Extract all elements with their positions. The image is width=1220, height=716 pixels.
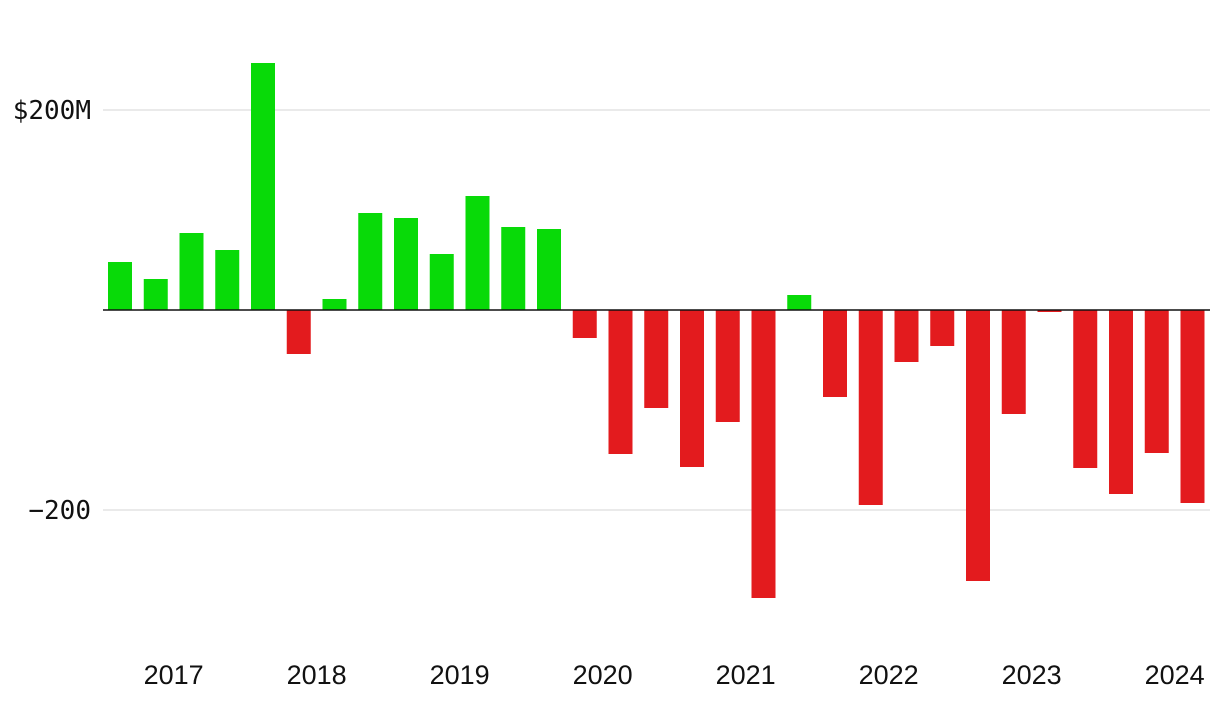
x-tick-label: 2019 — [430, 660, 490, 690]
x-tick-label: 2017 — [144, 660, 204, 690]
bar-q2-2019 — [429, 254, 454, 310]
bar-q4-2018 — [358, 213, 383, 310]
x-tick-label: 2023 — [1002, 660, 1062, 690]
bars — [108, 63, 1205, 598]
axes: $200M −200 2017 2018 2019 2020 2021 2022 2023 202… — [13, 96, 1210, 690]
bar-q4-2021 — [787, 295, 812, 310]
x-tick-label: 2024 — [1145, 660, 1205, 690]
bar-q2-2023 — [1001, 310, 1026, 414]
bar-q3-2019 — [465, 196, 490, 310]
bar-q1-2022 — [823, 310, 847, 397]
bar-q1-2019 — [394, 218, 418, 310]
bar-q1-2020 — [537, 229, 561, 310]
bar-q2-2022 — [858, 310, 883, 505]
bar-q4-2022 — [930, 310, 955, 346]
bar-q2-2021 — [715, 310, 740, 422]
bar-q1-2018 — [251, 63, 275, 310]
y-tick-label: $200M — [13, 96, 91, 126]
bar-q2-2018 — [286, 310, 311, 354]
bar-q3-2023 — [1037, 310, 1062, 312]
bar-q2-2017 — [143, 279, 168, 310]
bar-q4-2020 — [644, 310, 669, 408]
bar-q1-2021 — [680, 310, 704, 467]
bar-q3-2021 — [751, 310, 776, 598]
bar-q4-2017 — [215, 250, 240, 310]
gridlines — [103, 109, 1210, 511]
bar-q3-2022 — [894, 310, 919, 362]
bar-q3-2024 — [1180, 310, 1205, 503]
bar-q3-2017 — [179, 233, 204, 310]
x-tick-label: 2022 — [859, 660, 919, 690]
x-tick-label: 2018 — [287, 660, 347, 690]
bar-q4-2019 — [501, 227, 526, 310]
y-tick-label: −200 — [28, 496, 91, 526]
x-tick-label: 2021 — [716, 660, 776, 690]
bar-q4-2023 — [1073, 310, 1098, 468]
bar-q3-2018 — [322, 299, 347, 310]
bar-q1-2017 — [108, 262, 132, 310]
x-tick-label: 2020 — [573, 660, 633, 690]
bar-q1-2023 — [966, 310, 990, 581]
bar-q2-2020 — [572, 310, 597, 338]
bar-q1-2024 — [1109, 310, 1133, 494]
bar-q3-2020 — [608, 310, 633, 454]
bar-q2-2024 — [1144, 310, 1169, 453]
